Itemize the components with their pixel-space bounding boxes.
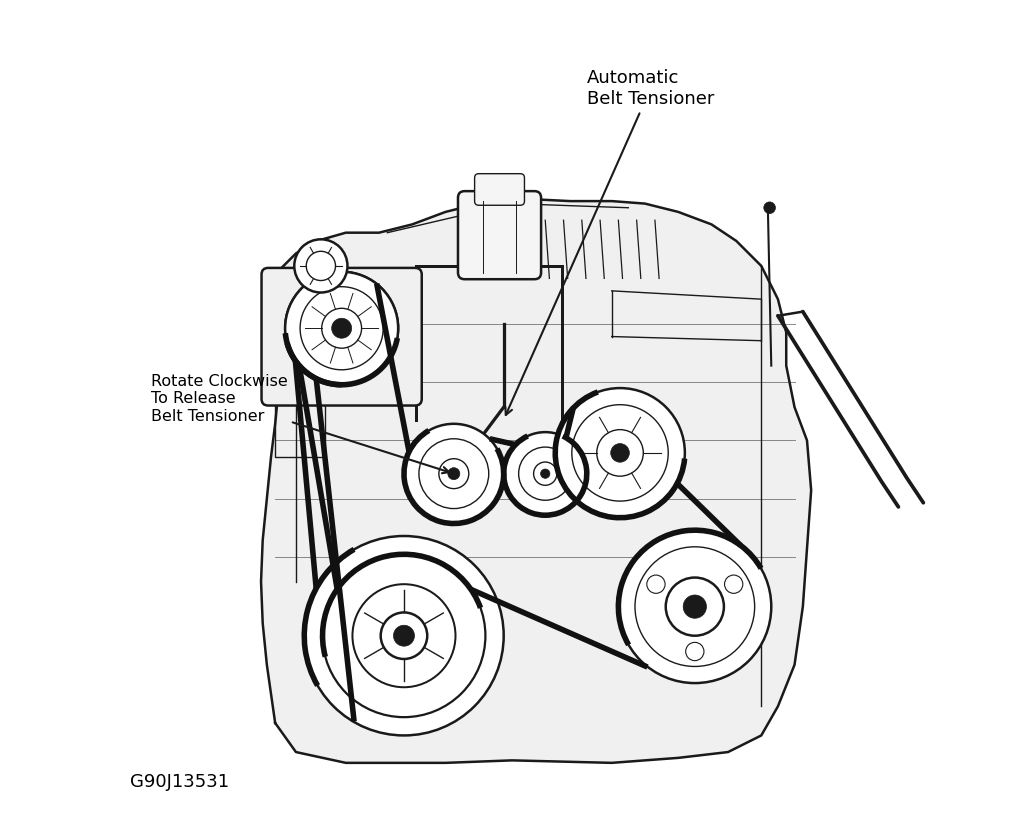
Circle shape: [610, 444, 630, 462]
Text: Rotate Clockwise
To Release
Belt Tensioner: Rotate Clockwise To Release Belt Tension…: [151, 374, 449, 473]
Circle shape: [285, 272, 398, 385]
Circle shape: [285, 272, 398, 385]
Bar: [275, 283, 325, 366]
Circle shape: [725, 575, 742, 593]
Text: Automatic
Belt Tensioner: Automatic Belt Tensioner: [506, 69, 714, 415]
Circle shape: [541, 469, 550, 479]
Circle shape: [686, 642, 703, 661]
Circle shape: [666, 578, 724, 636]
Circle shape: [393, 625, 415, 647]
FancyBboxPatch shape: [474, 174, 524, 205]
Polygon shape: [261, 198, 811, 763]
Circle shape: [534, 462, 557, 485]
FancyBboxPatch shape: [261, 268, 422, 406]
Circle shape: [555, 388, 685, 518]
Circle shape: [618, 530, 771, 683]
Bar: [275, 374, 325, 457]
Circle shape: [332, 318, 351, 338]
Circle shape: [322, 308, 361, 348]
Circle shape: [683, 595, 707, 618]
Circle shape: [322, 308, 361, 348]
Circle shape: [764, 202, 775, 214]
Circle shape: [304, 536, 504, 735]
Circle shape: [332, 318, 351, 338]
Circle shape: [447, 468, 460, 479]
Circle shape: [647, 575, 666, 593]
Circle shape: [439, 459, 469, 489]
Circle shape: [306, 251, 336, 281]
Circle shape: [504, 432, 587, 515]
Circle shape: [404, 424, 504, 524]
Circle shape: [381, 612, 427, 659]
Circle shape: [294, 239, 347, 293]
FancyBboxPatch shape: [458, 191, 541, 279]
Circle shape: [597, 430, 643, 476]
Text: G90J13531: G90J13531: [130, 773, 229, 791]
